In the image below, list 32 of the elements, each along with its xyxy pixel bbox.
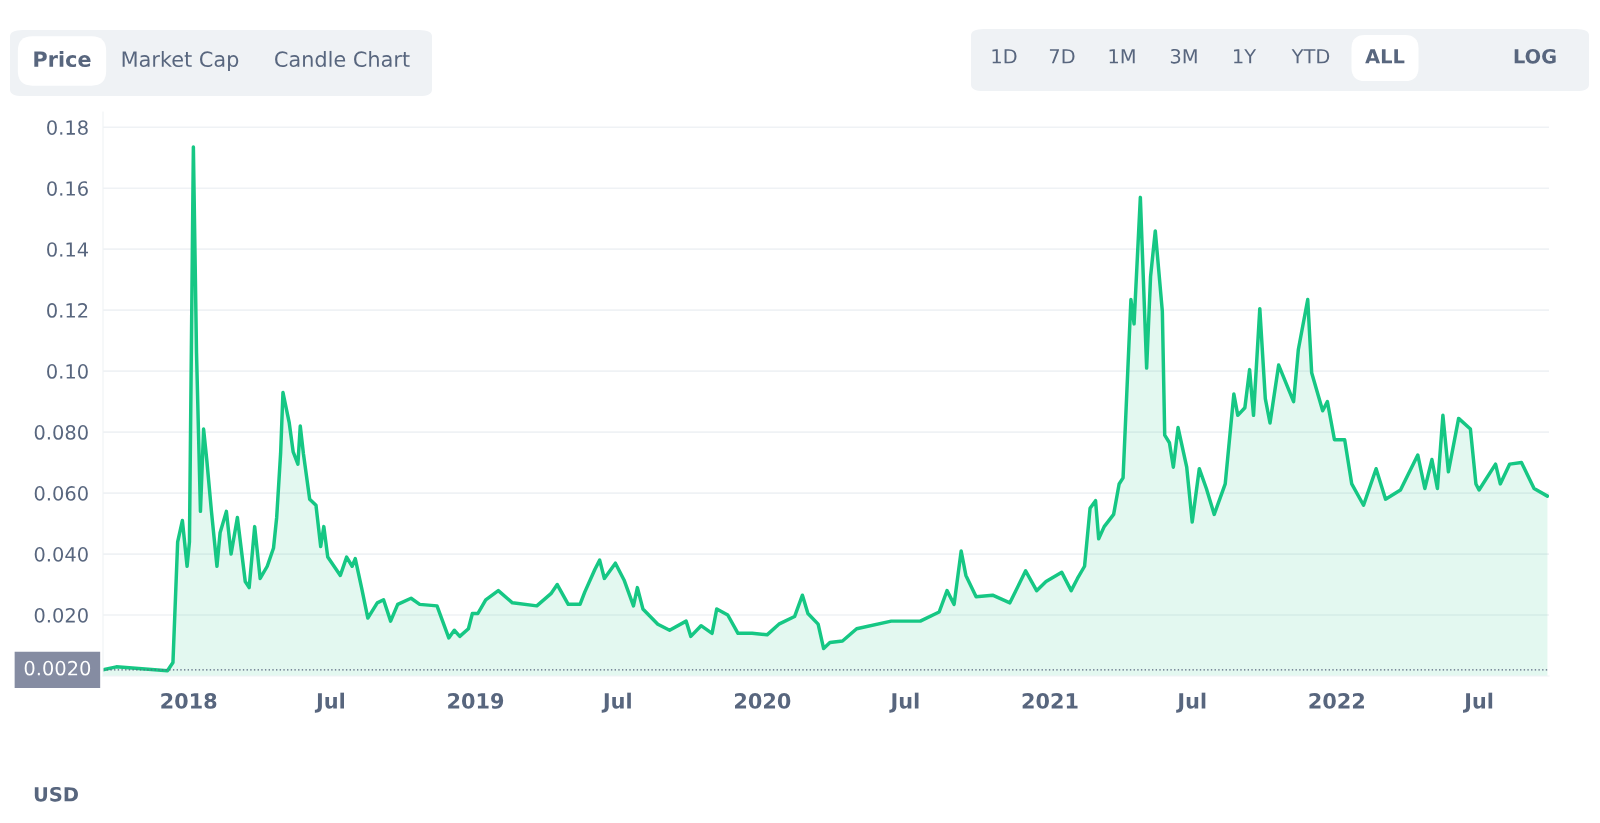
y-tick-label: 0.060 <box>34 486 88 501</box>
y-tick-label: 0.14 <box>47 242 89 257</box>
x-tick-label: Jul <box>1176 692 1206 713</box>
text: 1Y <box>1234 49 1257 64</box>
text: 1M <box>1109 49 1135 64</box>
text: YTD <box>1291 49 1330 64</box>
x-tick-label: 2021 <box>1022 693 1078 709</box>
text: USD <box>34 786 78 802</box>
text: 1D <box>992 49 1017 64</box>
ref-line-label: 0.0020 <box>24 660 91 676</box>
text: 3M <box>1170 48 1197 64</box>
x-tick-label: 2020 <box>735 693 791 709</box>
text: LOG <box>1514 48 1556 64</box>
x-tick-label: Jul <box>601 692 631 713</box>
y-tick-label: 0.080 <box>34 425 88 440</box>
text: Candle Chart <box>275 50 410 68</box>
y-tick-label: 0.020 <box>34 607 88 623</box>
x-tick-label: 2018 <box>161 693 217 709</box>
x-tick-label: Jul <box>314 692 345 713</box>
y-tick-label: 0.040 <box>34 547 88 562</box>
text: Market Cap <box>122 50 239 72</box>
text: Price <box>34 50 91 68</box>
y-tick-label: 0.16 <box>47 181 88 196</box>
text: ALL <box>1365 49 1405 64</box>
text: 7D <box>1049 49 1075 64</box>
y-tick-label: 0.12 <box>47 303 88 318</box>
y-tick-label: 0.10 <box>47 364 88 379</box>
y-tick-label: 0.18 <box>47 120 88 135</box>
x-tick-label: 2022 <box>1309 693 1364 709</box>
x-tick-label: Jul <box>889 692 919 713</box>
x-tick-label: Jul <box>1463 692 1493 713</box>
x-tick-label: 2019 <box>448 693 504 709</box>
